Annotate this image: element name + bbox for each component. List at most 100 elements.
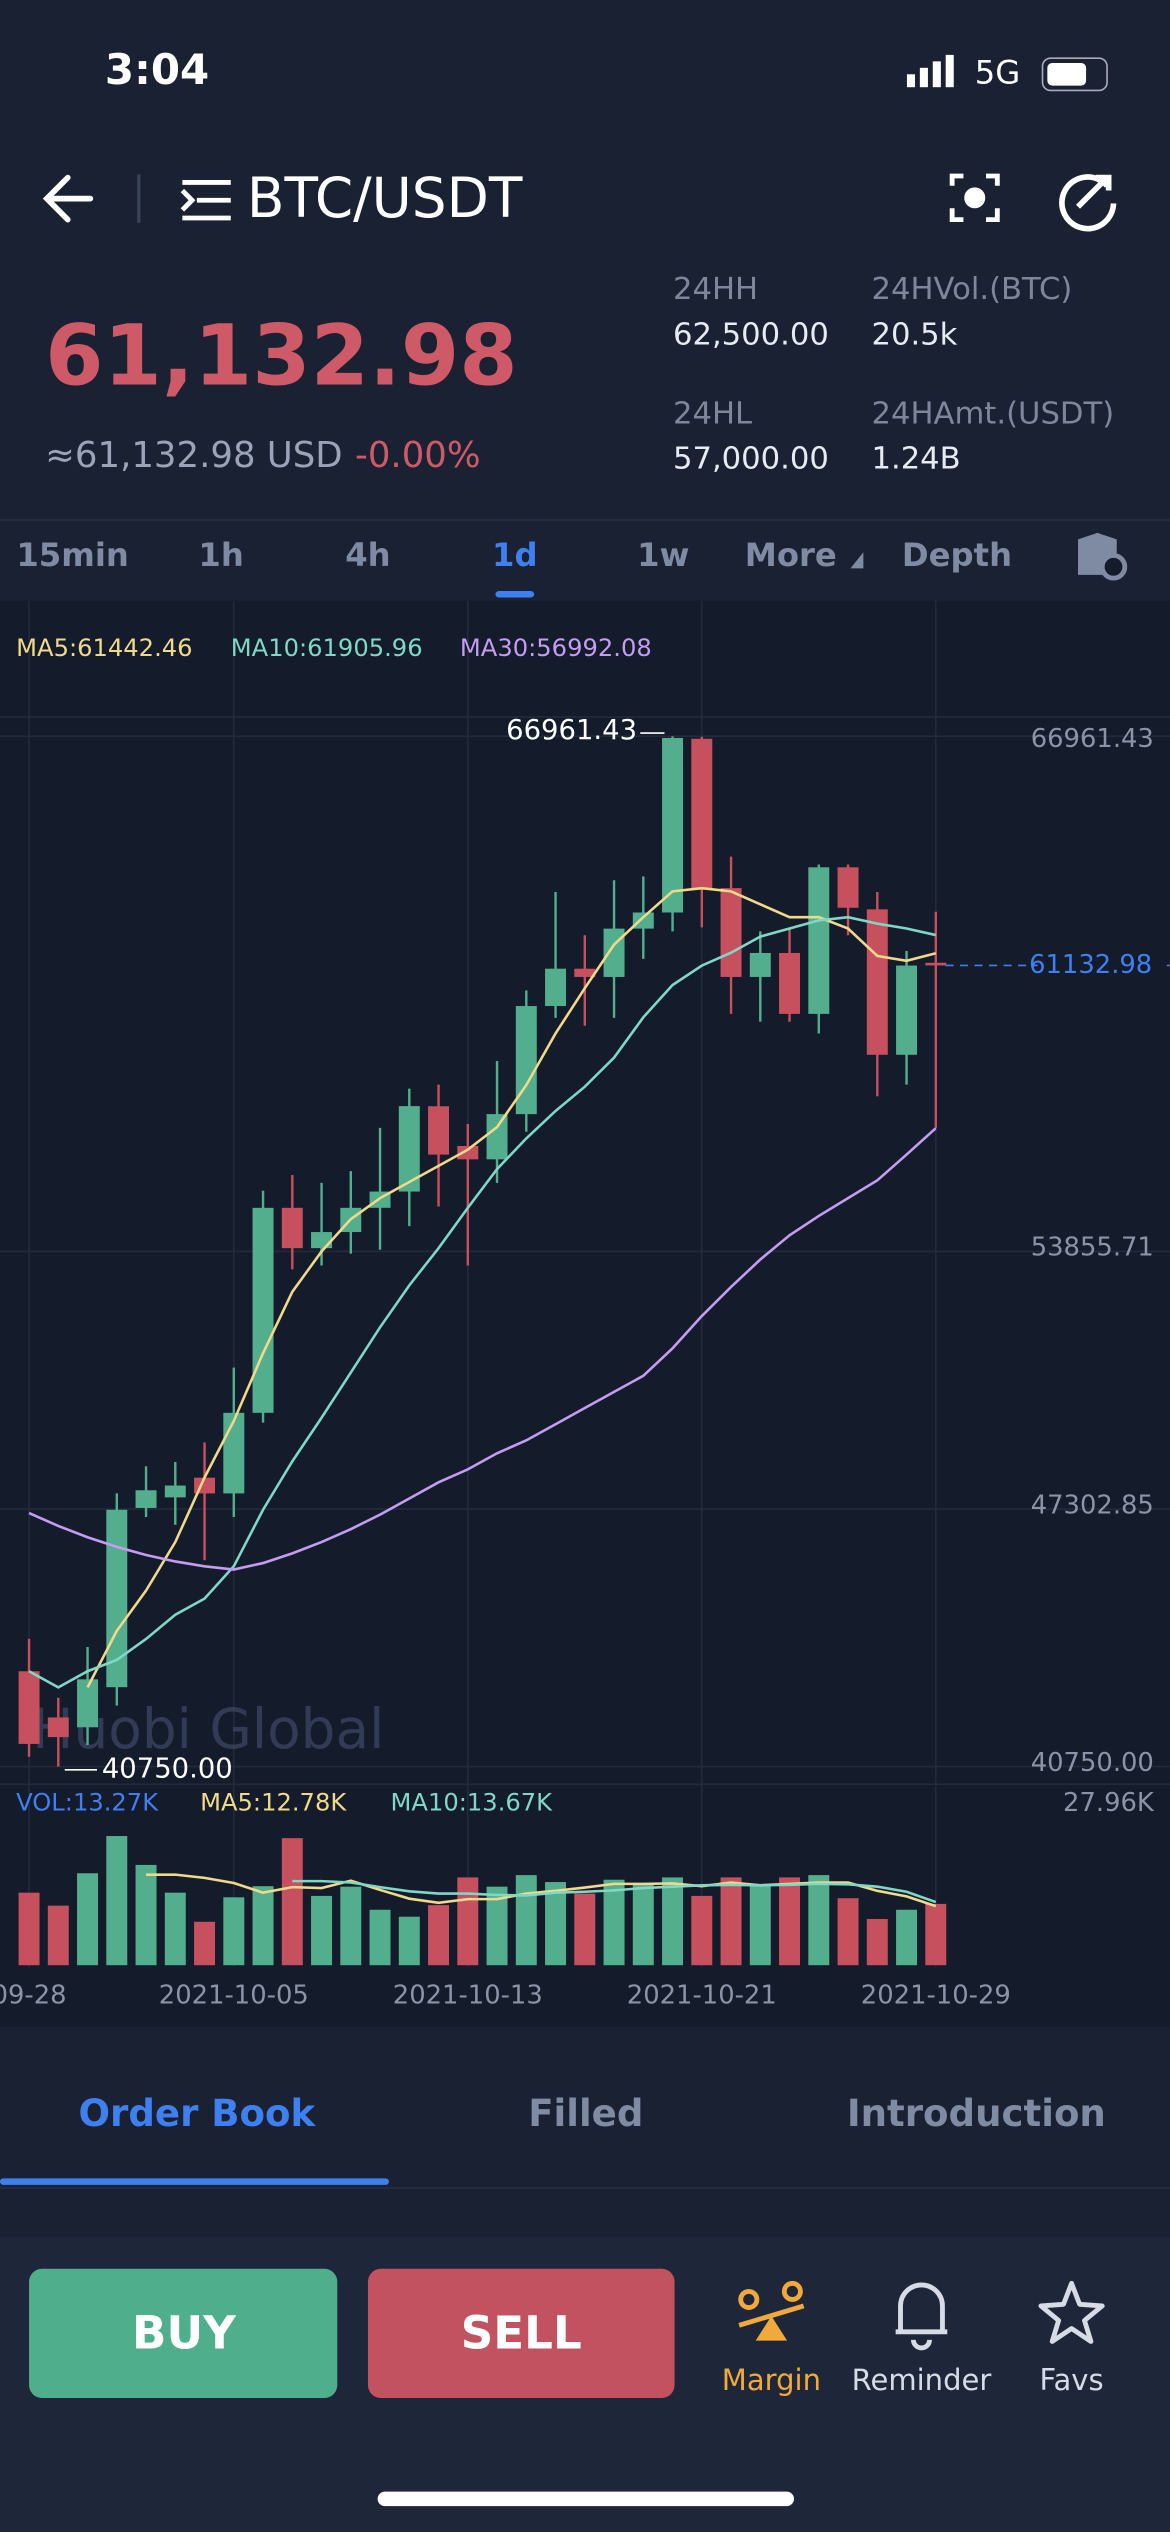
stat-label: 24HVol.(BTC)	[871, 272, 1072, 307]
volume-bar	[866, 1919, 888, 1966]
battery-icon	[1041, 57, 1108, 92]
last-price-box	[1037, 947, 1167, 984]
menu-icon[interactable]	[180, 180, 231, 221]
volume-bar	[662, 1877, 684, 1966]
candle-body	[77, 1679, 99, 1728]
volume-bar	[749, 1884, 771, 1966]
info-tab[interactable]: Filled	[528, 2092, 643, 2135]
x-tick-label: 2021-10-29	[861, 1980, 1011, 2010]
candle-body	[164, 1485, 186, 1498]
volume-bar	[340, 1886, 362, 1966]
info-tab[interactable]: Order Book	[79, 2092, 317, 2135]
volume-bar	[808, 1875, 830, 1966]
candle-body	[837, 867, 859, 908]
price-change: -0.00%	[355, 435, 481, 476]
chart-settings-icon[interactable]	[1078, 532, 1128, 581]
buy-button[interactable]	[29, 2268, 338, 2398]
buy-label[interactable]: BUY	[132, 2307, 237, 2360]
candle-body	[779, 952, 801, 1014]
candle-body	[749, 952, 771, 977]
ma-legend: MA5:61442.46	[16, 634, 192, 662]
volume-bar	[632, 1884, 654, 1966]
volume-bar	[311, 1895, 333, 1966]
volume-bar	[720, 1877, 742, 1966]
interval-tab[interactable]: 1w	[637, 536, 689, 574]
volume-bar	[837, 1898, 859, 1966]
candle-body	[662, 737, 684, 913]
candle-body	[311, 1232, 333, 1249]
volume-bar	[47, 1905, 69, 1966]
volume-bar	[603, 1879, 625, 1966]
y-tick-label: 66961.43	[1031, 724, 1154, 754]
sell-button[interactable]	[367, 2268, 675, 2398]
volume-bar	[925, 1903, 947, 1966]
candle-body	[398, 1106, 420, 1192]
volume-legend: VOL:13.27K	[16, 1789, 159, 1817]
volume-bar	[896, 1909, 918, 1966]
candle-body	[223, 1412, 245, 1494]
share-icon[interactable]	[1059, 174, 1117, 232]
ma-line	[28, 915, 937, 1689]
volume-bar	[106, 1836, 128, 1966]
interval-tab[interactable]: More	[745, 536, 837, 574]
nav-labels: Margin Reminder Favs	[722, 2363, 1104, 2397]
interval-tab[interactable]: 1d	[492, 536, 538, 574]
pair-title[interactable]: BTC/USDT	[247, 166, 523, 230]
volume-bar	[574, 1893, 596, 1966]
home-indicator	[377, 2491, 794, 2507]
candle-body	[545, 968, 567, 1007]
stat-label: 24HH	[673, 272, 758, 307]
volume-ma-legend: MA10:13.67K	[391, 1789, 554, 1817]
back-button[interactable]	[42, 174, 94, 223]
ma-line	[86, 886, 937, 1688]
star-icon[interactable]	[1038, 2280, 1105, 2344]
volume-bar	[369, 1909, 391, 1966]
battery-level	[1047, 62, 1087, 86]
candle-body	[925, 962, 947, 966]
volume-bar	[223, 1897, 245, 1966]
ma-line	[28, 1127, 937, 1571]
active-underline	[495, 591, 535, 598]
candle-body	[18, 1671, 40, 1744]
candle-body	[486, 1114, 508, 1160]
x-tick-label: 2021-10-05	[159, 1980, 309, 2010]
sell-label[interactable]: SELL	[461, 2307, 582, 2360]
signal-icon	[906, 54, 954, 88]
candle-body	[896, 965, 918, 1055]
volume-bar	[545, 1882, 567, 1966]
y-tick-label: 47302.85	[1031, 1490, 1154, 1520]
screenshot-icon[interactable]	[949, 173, 1000, 223]
stat-value: 20.5k	[871, 317, 957, 352]
tab-underline	[0, 2178, 389, 2185]
usd-price: ≈61,132.98 USD	[45, 435, 342, 476]
interval-tab[interactable]: Depth	[902, 536, 1012, 574]
candle-body	[281, 1207, 303, 1249]
bell-icon[interactable]	[895, 2282, 948, 2351]
ma-legend: MA10:61905.96	[231, 634, 423, 662]
stat-label: 24HL	[673, 396, 752, 431]
info-tab[interactable]: Introduction	[847, 2092, 1106, 2135]
volume-bar	[398, 1916, 420, 1966]
candle-body	[603, 928, 625, 977]
low-annotation: 40750.00	[102, 1753, 233, 1784]
nav-label[interactable]: Favs	[1039, 2363, 1103, 2397]
candle-body	[515, 1006, 537, 1115]
candle-body	[47, 1717, 69, 1738]
last-price: 61,132.98	[45, 307, 517, 405]
volume-tick-label: 27.96K	[1063, 1788, 1155, 1818]
volume-bar	[428, 1905, 450, 1966]
stat-value: 62,500.00	[673, 317, 829, 352]
nav-label[interactable]: Reminder	[852, 2363, 992, 2397]
x-tick-label: 2021-10-13	[393, 1980, 543, 2010]
kline-chart: 09-28 2021-10-05 2021-10-13 2021-10-21 2021-…	[0, 600, 1170, 2010]
volume-bar	[691, 1895, 713, 1966]
nav-label[interactable]: Margin	[722, 2363, 821, 2397]
interval-tab[interactable]: 1h	[198, 536, 243, 574]
interval-tab[interactable]: 15min	[16, 536, 129, 574]
margin-icon[interactable]	[738, 2280, 805, 2341]
candle-body	[866, 909, 888, 1055]
info-tabs: Order Book Filled Introduction	[0, 2092, 1106, 2185]
interval-tab[interactable]: 4h	[345, 536, 390, 574]
